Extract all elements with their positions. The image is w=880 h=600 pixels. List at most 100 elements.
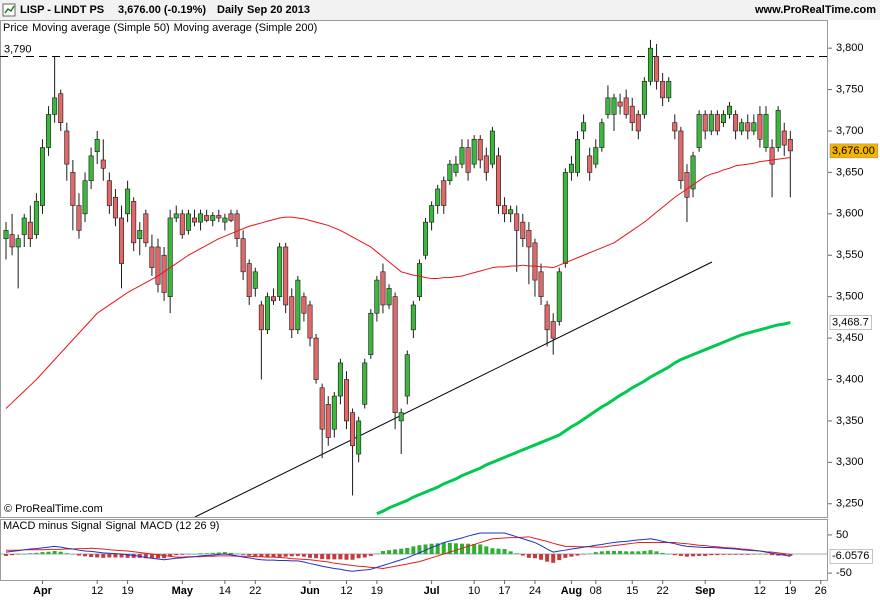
histogram-bar: [10, 554, 15, 556]
candle-body: [131, 201, 137, 244]
histogram-bar: [204, 553, 209, 555]
histogram-bar: [751, 554, 756, 555]
candle-body: [568, 163, 574, 173]
histogram-bar: [34, 552, 39, 555]
histogram-bar: [356, 554, 361, 559]
x-tick-label: 24: [529, 585, 541, 597]
histogram-bar: [271, 554, 276, 558]
histogram-bar: [393, 549, 398, 555]
histogram-bar: [70, 554, 75, 555]
histogram-bar: [186, 554, 191, 555]
histogram-bar: [113, 554, 118, 558]
candle-body: [228, 213, 234, 221]
candle-body: [575, 138, 581, 173]
histogram-bar: [320, 554, 325, 559]
histogram-bar: [624, 551, 629, 555]
candle-body: [161, 254, 167, 293]
candle-body: [447, 163, 453, 181]
histogram-bar: [520, 554, 525, 556]
histogram-bar: [697, 554, 702, 556]
candle-body: [277, 246, 283, 297]
histogram-bar: [733, 554, 738, 555]
candle-body: [143, 213, 149, 244]
y-tick-label: 3,350: [836, 415, 864, 427]
histogram-bar: [46, 551, 51, 555]
candle-body: [392, 296, 398, 413]
histogram-bar: [89, 554, 94, 558]
y-tick-label: 3,600: [836, 208, 864, 220]
candle-body: [739, 122, 745, 132]
candle-body: [252, 271, 258, 289]
histogram-bar: [569, 554, 574, 557]
histogram-bar: [241, 554, 246, 555]
histogram-bar: [593, 552, 598, 555]
candle-body: [398, 412, 404, 422]
candle-body: [611, 97, 617, 115]
histogram-bar: [514, 553, 519, 555]
histogram-bar: [636, 551, 641, 555]
histogram-bar: [630, 551, 635, 555]
histogram-bar: [757, 554, 762, 555]
histogram-bar: [460, 543, 464, 555]
candle-body: [246, 263, 252, 297]
candle-body: [435, 188, 441, 206]
candle-body: [198, 213, 204, 223]
candle-body: [769, 147, 775, 165]
macd-last-label-box: [829, 549, 873, 564]
candle-body: [319, 387, 325, 430]
x-tick-label: 22: [657, 585, 669, 597]
candle-body: [386, 288, 392, 306]
histogram-bar: [210, 552, 215, 555]
candle-body: [112, 196, 118, 219]
histogram-bar: [770, 554, 775, 556]
histogram-bar: [338, 554, 343, 560]
x-tick-label: Jul: [424, 585, 440, 597]
header-bar: [0, 0, 880, 20]
histogram-bar: [28, 553, 33, 555]
candle-body: [362, 362, 368, 405]
x-tick-label: 15: [626, 585, 638, 597]
histogram-bar: [259, 554, 264, 558]
series-line: [376, 321, 791, 516]
candle-body: [720, 114, 726, 124]
candle-body: [593, 147, 599, 165]
x-tick-label: Apr: [33, 585, 53, 597]
site: www.ProRealTime.com: [754, 4, 876, 16]
histogram-bar: [764, 554, 768, 555]
series-line: [5, 532, 791, 572]
candle-body: [271, 296, 277, 302]
candle-body: [9, 234, 15, 248]
histogram-bar: [642, 550, 647, 555]
histogram-bar: [660, 552, 665, 555]
candle-body: [495, 155, 501, 206]
candle-body: [702, 114, 708, 132]
histogram-bar: [222, 552, 227, 555]
candle-body: [325, 404, 331, 438]
histogram-bar: [684, 554, 689, 557]
candle-body: [58, 93, 64, 124]
histogram-bar: [496, 548, 501, 555]
y-tick-label: 3,450: [836, 332, 864, 344]
x-tick-label: Jun: [300, 585, 320, 597]
candle-body: [167, 217, 173, 297]
histogram-bar: [672, 554, 677, 556]
histogram-bar: [332, 554, 337, 560]
candle-body: [617, 101, 623, 107]
histogram-bar: [399, 548, 404, 555]
x-tick-label: 08: [590, 585, 602, 597]
axes: 3,250 3,300 3,350 3,400 3,450 3,500 3,550 3,600…: [3, 22, 879, 597]
histogram-bar: [107, 554, 112, 558]
candle-body: [508, 209, 514, 215]
candle-body: [483, 155, 489, 173]
candle-body: [240, 238, 246, 273]
histogram-bar: [235, 553, 240, 555]
histogram-bar: [314, 554, 319, 559]
histogram-bar: [429, 543, 434, 555]
candle-body: [76, 205, 82, 231]
histogram-bar: [539, 554, 544, 560]
candle-body: [423, 221, 429, 256]
candle-body: [787, 138, 793, 152]
candle-body: [684, 172, 690, 198]
histogram-bar: [581, 554, 586, 555]
